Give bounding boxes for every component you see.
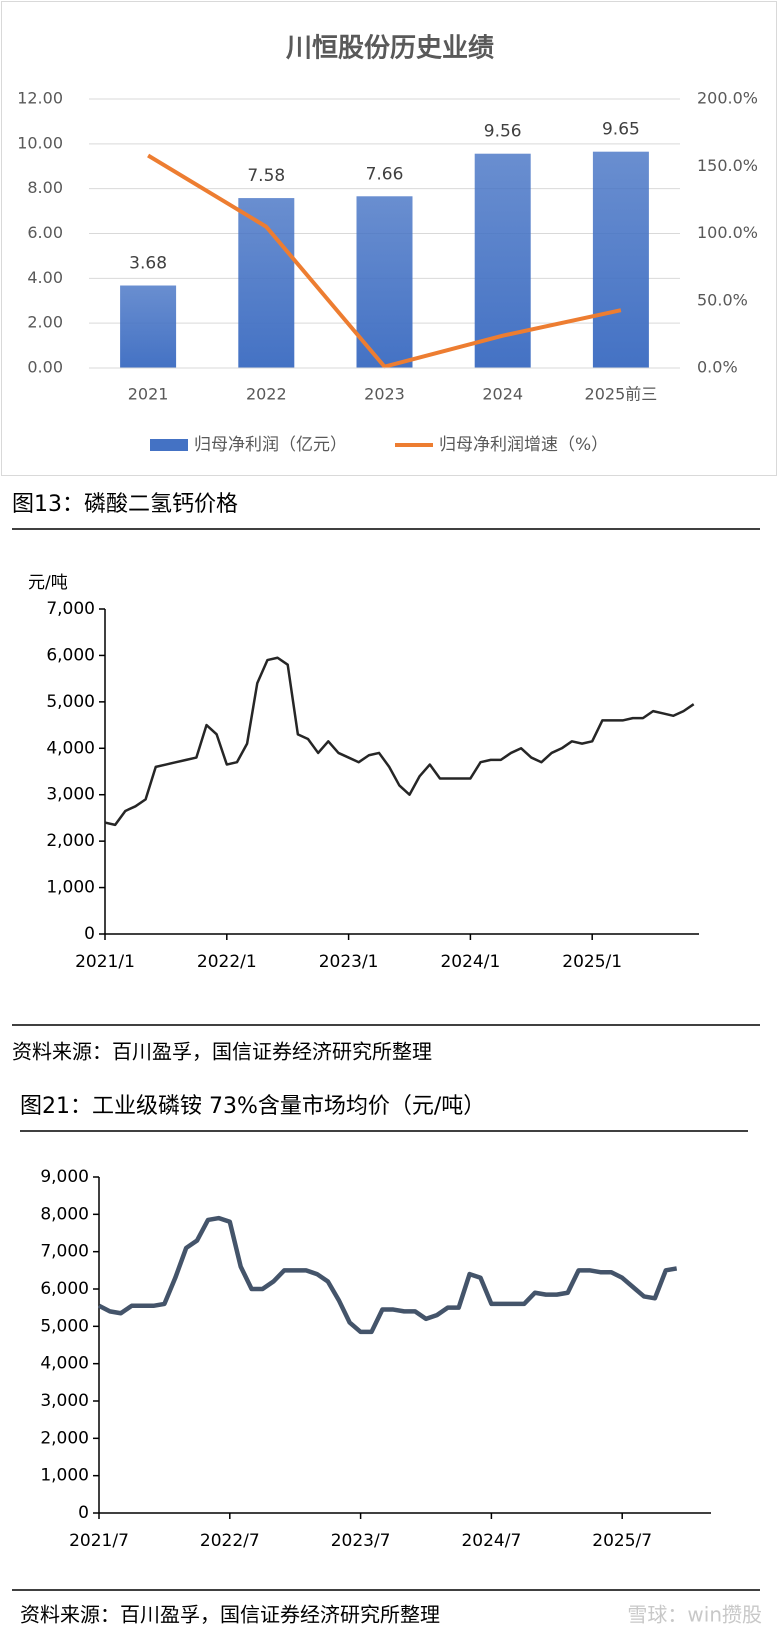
- value-label: 7.66: [366, 164, 404, 184]
- value-label: 3.68: [129, 254, 167, 274]
- y2-tick-label: 150.0%: [697, 156, 758, 175]
- y-tick-label: 2,000: [40, 1428, 89, 1448]
- value-label: 9.65: [602, 120, 640, 140]
- x-tick-label: 2021/7: [69, 1531, 129, 1551]
- x-tick-label: 2025前三: [585, 385, 658, 404]
- y-tick-label: 7,000: [40, 1242, 89, 1262]
- y-tick-label: 0: [84, 924, 95, 944]
- y-tick-label: 9,000: [40, 1167, 89, 1187]
- y-tick-label: 3,000: [40, 1391, 89, 1411]
- x-tick-label: 2023: [364, 385, 405, 404]
- x-tick-label: 2022/7: [200, 1531, 260, 1551]
- y2-tick-label: 50.0%: [697, 290, 748, 309]
- x-tick-label: 2024/7: [461, 1531, 521, 1551]
- bar: [592, 151, 649, 368]
- y-tick-label: 2.00: [27, 313, 63, 332]
- y-tick-label: 8.00: [27, 178, 63, 197]
- y-tick-label: 1,000: [46, 878, 95, 898]
- bar: [238, 198, 295, 368]
- price-line: [97, 1215, 678, 1335]
- growth-line: [147, 153, 622, 369]
- y-tick-label: 1,000: [40, 1466, 89, 1486]
- source-note: 资料来源：百川盈孚，国信证券经济研究所整理: [20, 1603, 440, 1627]
- x-tick-label: 2021/1: [75, 952, 135, 972]
- bar: [120, 285, 177, 368]
- axis-unit: 元/吨: [28, 573, 68, 593]
- y-tick-label: 6,000: [40, 1279, 89, 1299]
- legend-label: 归母净利润（亿元）: [194, 435, 347, 455]
- y2-tick-label: 0.0%: [697, 358, 738, 377]
- y-tick-label: 0.00: [27, 358, 63, 377]
- x-tick-label: 2022: [246, 385, 287, 404]
- y-tick-label: 12.00: [17, 89, 63, 108]
- y-tick-label: 6.00: [27, 223, 63, 242]
- legend-label: 归母净利润增速（%）: [439, 435, 608, 455]
- y-tick-label: 6,000: [46, 645, 95, 665]
- y-tick-label: 0: [78, 1503, 89, 1523]
- x-tick-label: 2021: [128, 385, 169, 404]
- figure-caption: 图13：磷酸二氢钙价格: [12, 492, 238, 517]
- y2-tick-label: 200.0%: [697, 89, 758, 108]
- x-tick-label: 2022/1: [197, 952, 257, 972]
- y-tick-label: 4.00: [27, 268, 63, 287]
- figure-caption: 图21：工业级磷铵 73%含量市场均价（元/吨）: [20, 1094, 485, 1119]
- y-tick-label: 8,000: [40, 1204, 89, 1224]
- y-tick-label: 5,000: [46, 692, 95, 712]
- value-label: 9.56: [484, 122, 522, 142]
- y-tick-label: 5,000: [40, 1316, 89, 1336]
- y-tick-label: 4,000: [46, 738, 95, 758]
- legend-swatch: [150, 439, 188, 451]
- x-tick-label: 2024: [482, 385, 523, 404]
- chart-title: 川恒股份历史业绩: [286, 34, 494, 64]
- y-tick-label: 10.00: [17, 133, 63, 152]
- y-tick-label: 2,000: [46, 831, 95, 851]
- source-note: 资料来源：百川盈孚，国信证券经济研究所整理: [12, 1040, 432, 1064]
- value-label: 7.58: [247, 166, 285, 186]
- price-line: [104, 656, 695, 827]
- y-tick-label: 4,000: [40, 1354, 89, 1374]
- y-tick-label: 7,000: [46, 599, 95, 619]
- x-tick-label: 2025/1: [562, 952, 622, 972]
- watermark: 雪球：win攒股: [627, 1603, 762, 1627]
- y-tick-label: 3,000: [46, 785, 95, 805]
- bar: [356, 196, 413, 368]
- x-tick-label: 2025/7: [592, 1531, 652, 1551]
- x-tick-label: 2023/1: [319, 952, 379, 972]
- x-tick-label: 2024/1: [440, 952, 500, 972]
- y2-tick-label: 100.0%: [697, 223, 758, 242]
- x-tick-label: 2023/7: [331, 1531, 391, 1551]
